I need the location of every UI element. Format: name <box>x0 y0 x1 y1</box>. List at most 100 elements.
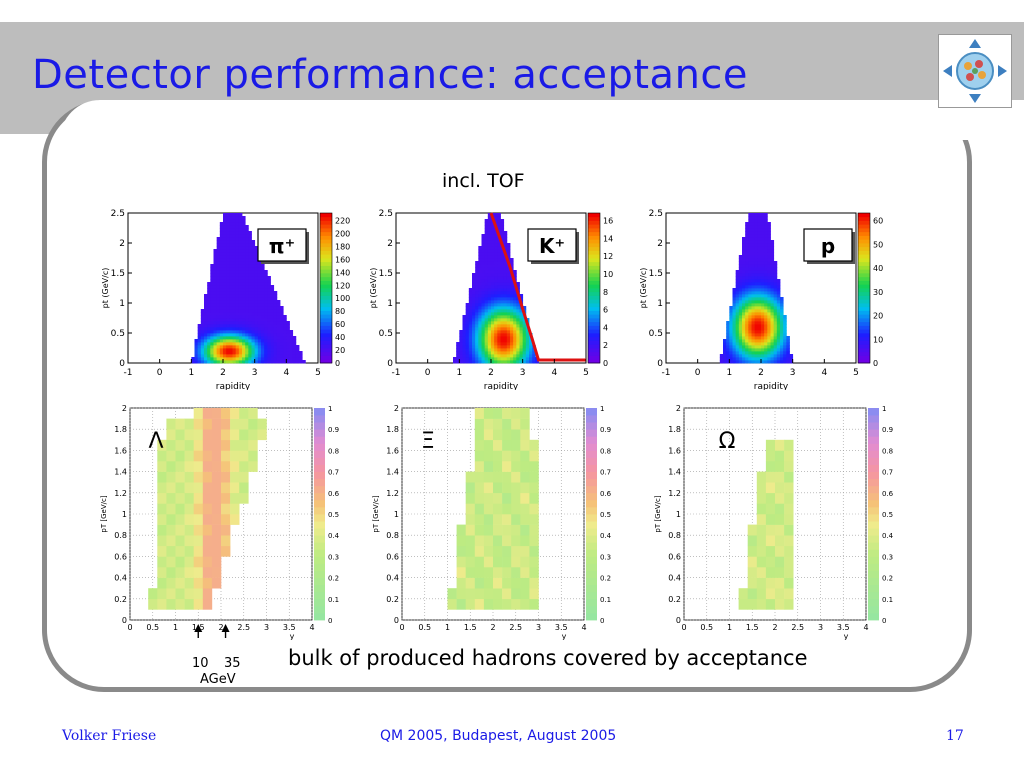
heat-cell <box>229 345 233 349</box>
heat-cell <box>516 339 520 343</box>
heat-cell <box>520 545 530 557</box>
colorbar-tick-label: 10 <box>603 270 613 279</box>
y-tick-label: 1 <box>387 299 393 309</box>
heat-cell <box>248 270 252 274</box>
heat-cell <box>248 255 252 259</box>
heat-cell <box>257 357 262 361</box>
heat-cell <box>497 297 501 301</box>
heat-cell <box>226 291 230 295</box>
heat-cell <box>200 339 205 343</box>
heat-cell <box>251 243 256 247</box>
x-tick-label: 3 <box>252 368 258 378</box>
heat-cell <box>513 360 517 364</box>
heat-cell <box>767 276 771 280</box>
heat-cell <box>502 461 512 472</box>
heat-cell <box>506 327 511 331</box>
heat-cell <box>468 342 473 346</box>
heat-cell <box>242 282 246 286</box>
heat-cell <box>493 408 503 419</box>
heat-cell <box>475 354 479 358</box>
heat-cell <box>767 231 771 235</box>
heat-cell <box>506 300 511 304</box>
heat-cell <box>270 288 275 292</box>
heat-cell <box>484 294 489 298</box>
heat-cell <box>257 270 262 274</box>
heat-cell <box>767 240 771 244</box>
heat-cell <box>245 261 249 265</box>
heat-cell <box>764 213 768 217</box>
heat-cell <box>520 471 530 483</box>
heat-cell <box>216 258 221 262</box>
heat-cell <box>261 312 265 316</box>
heat-cell <box>745 228 749 232</box>
heat-cell <box>751 258 756 262</box>
heat-cell <box>273 354 278 358</box>
heat-cell <box>520 556 530 568</box>
heat-cell <box>242 237 246 241</box>
heat-cell <box>475 261 479 265</box>
heat-cell <box>502 429 512 441</box>
colorbar-cell <box>868 556 879 564</box>
heat-cell <box>510 297 514 301</box>
heat-cell <box>751 282 756 286</box>
heat-cell <box>487 282 492 286</box>
heat-cell <box>238 267 243 271</box>
heat-cell <box>751 321 756 325</box>
heat-cell <box>261 306 265 310</box>
colorbar-tick-label: 30 <box>873 288 883 297</box>
heat-cell <box>264 282 268 286</box>
heat-cell <box>776 288 781 292</box>
heat-cell <box>764 234 768 238</box>
heat-cell <box>157 482 167 494</box>
heat-cell <box>204 318 208 322</box>
heat-cell <box>748 315 752 319</box>
heat-cell <box>235 324 240 328</box>
heat-cell <box>232 228 237 232</box>
heat-cell <box>223 267 227 271</box>
heat-cell <box>254 249 259 253</box>
heat-cell <box>286 330 290 334</box>
x-tick-label: 1 <box>445 623 450 632</box>
heat-cell <box>254 312 259 316</box>
heat-cell <box>481 360 486 364</box>
heat-cell <box>245 225 249 229</box>
heat-cell <box>175 429 185 441</box>
heat-cell <box>245 342 249 346</box>
heat-cell <box>732 348 737 352</box>
heat-cell <box>197 345 202 349</box>
heat-cell <box>465 354 470 358</box>
heat-cell <box>197 333 202 337</box>
colorbar-cell <box>858 269 870 274</box>
heat-cell <box>756 588 767 600</box>
colorbar-cell <box>586 605 597 614</box>
heat-cell <box>497 327 501 331</box>
heat-cell <box>257 354 262 358</box>
heat-cell <box>261 288 265 292</box>
heat-cell <box>229 240 233 244</box>
heat-cell <box>773 288 778 292</box>
heat-cell <box>786 348 790 352</box>
colorbar-cell <box>868 577 879 586</box>
heat-cell <box>267 306 271 310</box>
heat-cell <box>783 318 787 322</box>
heat-cell <box>767 324 771 328</box>
heat-cell <box>468 357 473 361</box>
colorbar-cell <box>314 563 325 571</box>
heat-cell <box>481 252 486 256</box>
heat-cell <box>270 357 275 361</box>
heat-cell <box>757 279 762 283</box>
heat-cell <box>232 351 237 355</box>
heat-cell <box>497 315 501 319</box>
heat-cell <box>494 345 498 349</box>
heat-cell <box>481 357 486 361</box>
heat-cell <box>216 264 221 268</box>
heat-cell <box>175 461 185 472</box>
heat-cell <box>251 330 256 334</box>
heat-cell <box>773 357 778 361</box>
heat-cell <box>503 312 508 316</box>
heat-cell <box>510 312 514 316</box>
heat-cell <box>267 360 271 364</box>
heat-cell <box>232 246 237 250</box>
colorbar-cell <box>586 506 597 515</box>
heat-cell <box>491 252 495 256</box>
